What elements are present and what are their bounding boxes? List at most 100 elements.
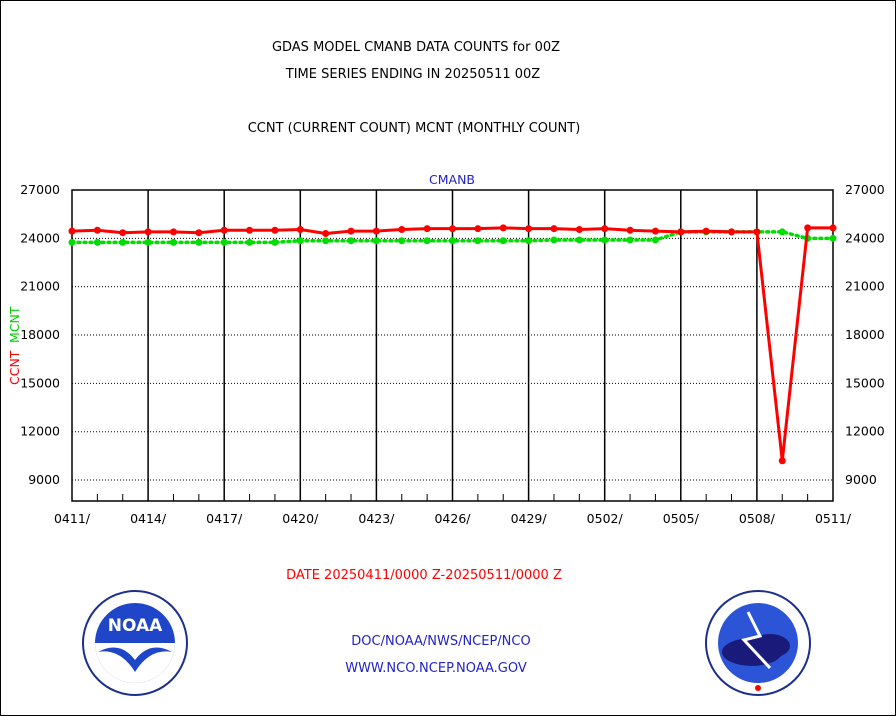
x-tick-label: 0502/ xyxy=(587,511,624,526)
chart-title-line2: TIME SERIES ENDING IN 20250511 00Z xyxy=(285,67,541,82)
data-point-ccnt xyxy=(169,228,177,236)
y-tick-label-left: 15000 xyxy=(20,375,60,390)
data-point-ccnt xyxy=(778,457,786,465)
data-point-mcnt xyxy=(778,228,786,236)
x-tick-label: 0508/ xyxy=(739,511,776,526)
y-tick-label-right: 9000 xyxy=(845,472,877,487)
data-point-ccnt xyxy=(449,225,456,233)
data-point-ccnt xyxy=(601,225,609,233)
data-point-mcnt xyxy=(499,237,507,245)
data-point-mcnt xyxy=(525,237,533,245)
data-point-ccnt xyxy=(702,227,710,235)
x-tick-label: 0511/ xyxy=(815,511,852,526)
x-tick-label: 0414/ xyxy=(130,511,167,526)
data-point-ccnt xyxy=(677,228,685,236)
x-tick-label: 0426/ xyxy=(434,511,471,526)
data-point-mcnt xyxy=(93,238,101,246)
data-point-ccnt xyxy=(829,224,837,232)
data-point-ccnt xyxy=(195,229,203,237)
y-tick-label-left: 24000 xyxy=(20,230,60,245)
data-point-mcnt xyxy=(829,234,837,242)
x-tick-label: 0417/ xyxy=(206,511,243,526)
chart-title-line1: GDAS MODEL CMANB DATA COUNTS for 00Z xyxy=(272,40,560,55)
y-tick-label-right: 15000 xyxy=(845,375,885,390)
data-point-ccnt xyxy=(144,228,152,236)
data-point-mcnt xyxy=(169,238,177,246)
y-tick-label-right: 24000 xyxy=(845,230,885,245)
data-point-ccnt xyxy=(575,225,583,233)
x-tick-label: 0505/ xyxy=(663,511,700,526)
data-point-ccnt xyxy=(220,226,228,234)
data-point-mcnt xyxy=(449,237,456,245)
data-point-ccnt xyxy=(651,227,659,235)
y-tick-label-right: 27000 xyxy=(845,182,885,197)
data-point-ccnt xyxy=(474,225,482,233)
data-point-mcnt xyxy=(246,238,254,246)
series-layer xyxy=(68,224,837,465)
y-tick-label-left: 27000 xyxy=(20,182,60,197)
data-point-mcnt xyxy=(271,238,279,246)
data-point-mcnt xyxy=(575,236,583,244)
data-point-mcnt xyxy=(296,237,304,245)
x-axis-ticks: 0411/0414/0417/0420/0423/0426/0429/0502/… xyxy=(54,494,852,526)
data-point-ccnt xyxy=(499,224,507,232)
data-point-mcnt xyxy=(347,237,355,245)
data-point-ccnt xyxy=(626,226,634,234)
data-point-mcnt xyxy=(626,236,634,244)
data-point-mcnt xyxy=(119,238,127,246)
noaa-logo-text: NOAA xyxy=(108,616,163,636)
data-point-ccnt xyxy=(246,226,254,234)
data-point-mcnt xyxy=(220,238,228,246)
y-axis-ticks: 9000 9000 12000 12000 15000 15000 18000 18000 21… xyxy=(20,182,885,487)
y-tick-label-right: 12000 xyxy=(845,424,885,439)
y-tick-label-left: 9000 xyxy=(28,472,60,487)
grid-lines xyxy=(72,190,833,501)
data-point-ccnt xyxy=(728,228,736,236)
data-point-mcnt xyxy=(423,237,431,245)
y-tick-label-left: 12000 xyxy=(20,424,60,439)
noaa-logo: NOAA xyxy=(82,590,188,696)
data-point-ccnt xyxy=(119,229,127,237)
y-tick-label-right: 21000 xyxy=(845,279,885,294)
y-tick-label-right: 18000 xyxy=(845,327,885,342)
footer-website: WWW.NCO.NCEP.NOAA.GOV xyxy=(345,661,527,676)
data-point-ccnt xyxy=(525,225,533,233)
data-point-ccnt xyxy=(322,230,330,238)
data-point-ccnt xyxy=(93,226,101,234)
date-range-label: DATE 20250411/0000 Z-20250511/0000 Z xyxy=(286,568,562,583)
data-point-ccnt xyxy=(804,224,812,232)
y-axis-label-ccnt: CCNT xyxy=(7,350,22,385)
panel-label: CMANB xyxy=(429,172,475,187)
x-tick-label: 0411/ xyxy=(54,511,91,526)
data-point-mcnt xyxy=(651,236,659,244)
data-point-ccnt xyxy=(372,227,380,235)
data-point-ccnt xyxy=(398,225,406,233)
data-point-ccnt xyxy=(423,225,431,233)
data-point-ccnt xyxy=(296,225,304,233)
data-point-mcnt xyxy=(372,237,380,245)
x-tick-label: 0429/ xyxy=(511,511,548,526)
y-axis-label-group: CCNT MCNT xyxy=(7,306,22,385)
data-point-mcnt xyxy=(144,238,152,246)
data-point-ccnt xyxy=(347,227,355,235)
data-point-mcnt xyxy=(68,238,76,246)
data-point-mcnt xyxy=(322,237,330,245)
data-point-mcnt xyxy=(550,236,558,244)
data-point-mcnt xyxy=(474,237,482,245)
y-tick-label-left: 18000 xyxy=(20,327,60,342)
data-point-ccnt xyxy=(753,228,761,236)
data-point-ccnt xyxy=(550,225,558,233)
data-point-ccnt xyxy=(271,226,279,234)
chart-subtitle: CCNT (CURRENT COUNT) MCNT (MONTHLY COUNT… xyxy=(248,121,581,136)
y-axis-label-mcnt: MCNT xyxy=(7,306,22,343)
nws-logo xyxy=(705,590,811,696)
footer-org-path: DOC/NOAA/NWS/NCEP/NCO xyxy=(351,634,530,649)
data-point-mcnt xyxy=(601,236,609,244)
y-tick-label-left: 21000 xyxy=(20,279,60,294)
x-tick-label: 0420/ xyxy=(282,511,319,526)
data-point-ccnt xyxy=(68,227,76,235)
x-tick-label: 0423/ xyxy=(358,511,395,526)
data-point-mcnt xyxy=(195,238,203,246)
data-point-mcnt xyxy=(398,237,406,245)
